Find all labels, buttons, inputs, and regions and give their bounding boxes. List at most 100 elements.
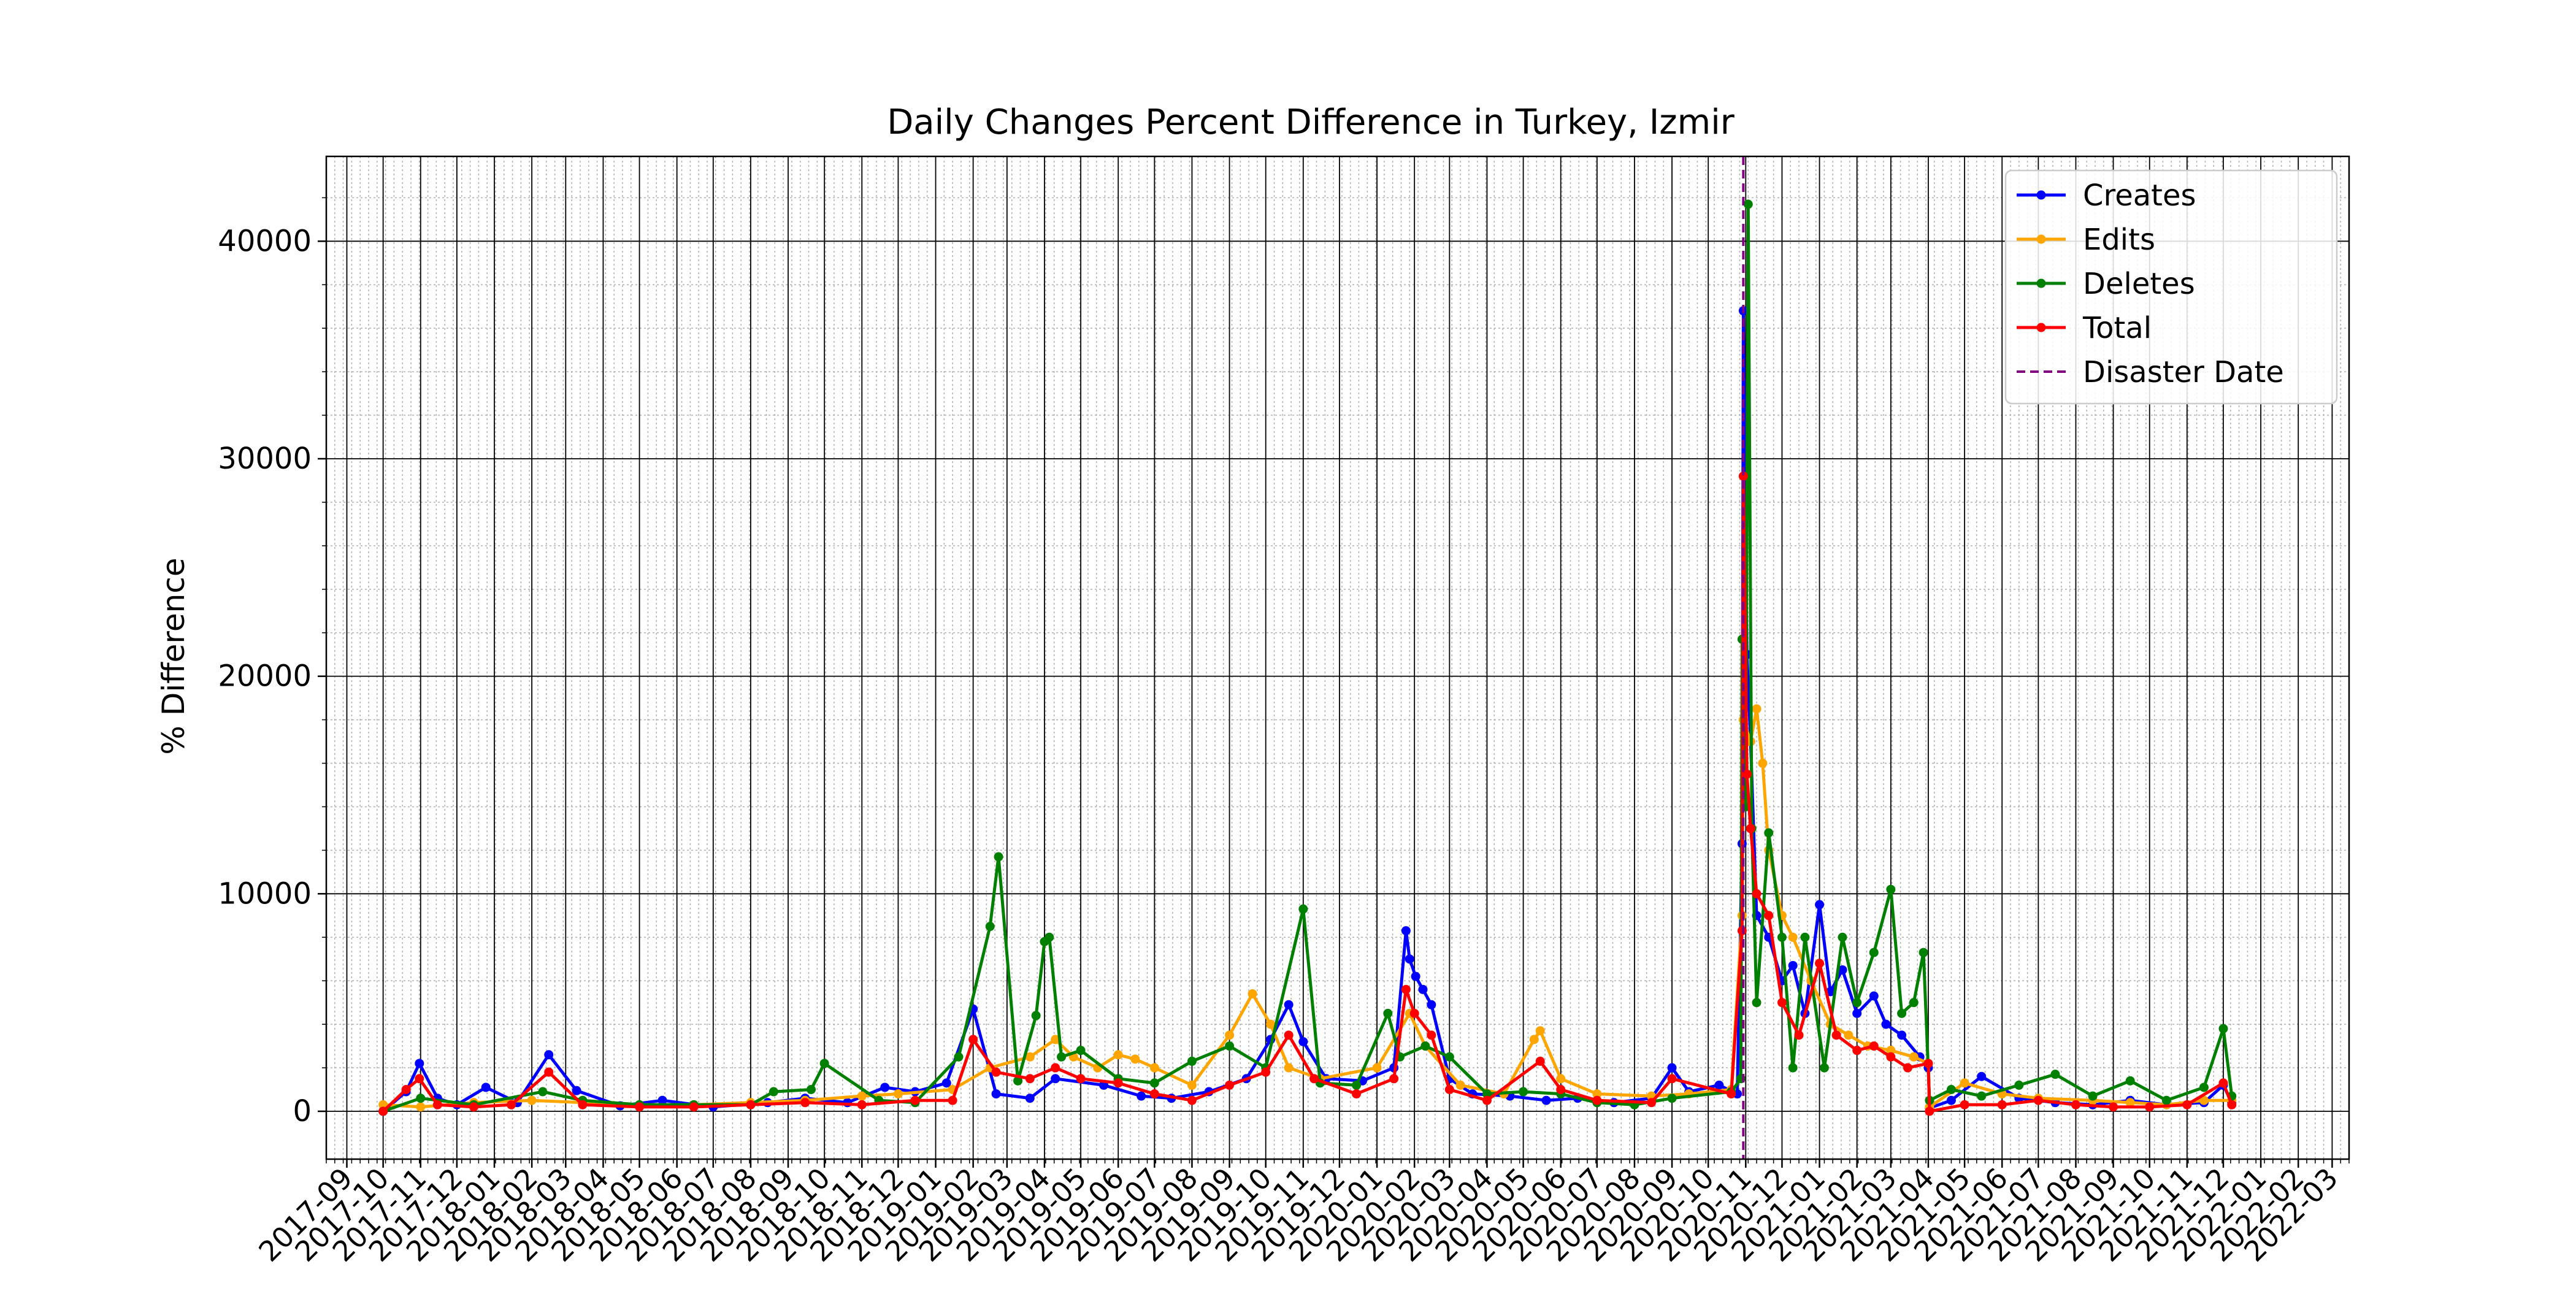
data-point-edits <box>1529 1035 1539 1044</box>
data-point-creates <box>1411 971 1420 981</box>
axes-layer: 0100002000030000400002017-092017-102017-… <box>218 155 2350 1268</box>
data-point-total <box>2218 1078 2228 1088</box>
legend-label: Disaster Date <box>2083 355 2284 389</box>
y-tick-label: 20000 <box>218 659 312 694</box>
data-point-edits <box>2125 1098 2135 1108</box>
data-point-creates <box>880 1082 890 1092</box>
data-point-creates <box>1284 1000 1294 1009</box>
data-point-total <box>689 1102 699 1112</box>
data-point-total <box>432 1100 442 1109</box>
data-point-edits <box>1788 932 1798 942</box>
plot-frame <box>325 155 2350 1160</box>
data-point-deletes <box>2014 1080 2024 1090</box>
data-point-total <box>1647 1098 1657 1108</box>
legend: Creates Edits Deletes Total Disaster Date <box>2004 169 2338 405</box>
data-point-deletes <box>1187 1056 1197 1066</box>
data-point-creates <box>1714 1080 1724 1090</box>
data-point-total <box>1149 1089 1159 1099</box>
legend-label: Edits <box>2083 223 2155 257</box>
chart-title: Daily Changes Percent Difference in Turk… <box>887 102 1735 142</box>
data-point-deletes <box>1788 1063 1798 1073</box>
legend-marker <box>2036 190 2046 200</box>
data-point-creates <box>1418 984 1428 994</box>
data-point-total <box>1777 998 1787 1008</box>
data-point-total <box>1886 1052 1896 1062</box>
data-point-creates <box>657 1095 667 1105</box>
data-point-edits <box>1886 1046 1896 1055</box>
data-point-total <box>1113 1078 1123 1088</box>
data-point-edits <box>1149 1063 1159 1073</box>
y-tick-label: 40000 <box>218 224 312 258</box>
data-point-total <box>948 1095 957 1105</box>
data-point-edits <box>1130 1054 1140 1064</box>
data-point-total <box>1535 1056 1545 1066</box>
data-point-total <box>1794 1030 1804 1040</box>
data-point-total <box>1831 1030 1841 1040</box>
legend-marker <box>2036 278 2046 288</box>
data-point-deletes <box>1519 1087 1528 1097</box>
data-point-deletes <box>819 1059 829 1068</box>
data-point-total <box>1815 959 1825 968</box>
legend-label: Creates <box>2083 178 2196 213</box>
data-point-deletes <box>538 1087 548 1097</box>
data-point-total <box>1261 1067 1271 1077</box>
data-point-edits <box>1187 1080 1197 1090</box>
data-point-total <box>1742 769 1752 779</box>
data-point-deletes <box>1352 1080 1362 1090</box>
data-point-deletes <box>1667 1094 1677 1103</box>
data-point-creates <box>1838 965 1847 975</box>
data-point-edits <box>857 1091 867 1101</box>
data-point-total <box>2182 1100 2192 1109</box>
data-point-deletes <box>1752 998 1761 1008</box>
data-point-total <box>415 1074 424 1084</box>
data-point-edits <box>1758 759 1768 768</box>
data-point-edits <box>1266 1019 1276 1029</box>
data-point-edits <box>1051 1035 1060 1044</box>
data-point-creates <box>991 1089 1001 1099</box>
data-point-total <box>1923 1059 1933 1068</box>
data-point-deletes <box>769 1087 778 1097</box>
data-point-total <box>1401 984 1411 994</box>
data-point-deletes <box>1764 828 1774 838</box>
data-point-deletes <box>1852 998 1862 1008</box>
data-point-edits <box>2199 1095 2209 1105</box>
data-point-total <box>2071 1100 2080 1109</box>
data-point-total <box>1925 1106 1934 1116</box>
data-point-deletes <box>1045 932 1054 942</box>
data-point-creates <box>481 1082 491 1092</box>
data-point-total <box>1482 1095 1492 1105</box>
y-tick-label: 0 <box>293 1094 312 1128</box>
y-tick-label: 10000 <box>218 876 312 911</box>
data-point-edits <box>1535 1026 1545 1036</box>
data-point-deletes <box>1819 1063 1829 1073</box>
data-point-creates <box>1427 1000 1436 1009</box>
data-point-deletes <box>1149 1078 1159 1088</box>
legend-marker <box>2036 323 2046 332</box>
data-point-total <box>1225 1080 1235 1090</box>
data-point-edits <box>416 1102 426 1112</box>
data-point-total <box>2033 1095 2043 1105</box>
data-point-total <box>507 1100 516 1109</box>
data-point-creates <box>1946 1095 1956 1105</box>
data-point-total <box>378 1106 388 1116</box>
series-layer <box>378 156 2237 1159</box>
data-point-deletes <box>806 1085 816 1095</box>
data-point-deletes <box>2161 1095 2171 1105</box>
data-point-edits <box>1556 1074 1566 1084</box>
data-point-creates <box>1405 954 1414 964</box>
data-point-edits <box>1752 704 1761 714</box>
legend-label: Deletes <box>2083 267 2195 301</box>
data-point-deletes <box>994 852 1003 862</box>
data-point-creates <box>1815 900 1825 910</box>
data-point-creates <box>1869 991 1879 1001</box>
data-point-total <box>1667 1074 1677 1084</box>
data-point-deletes <box>1383 1008 1393 1018</box>
data-point-edits <box>1592 1089 1602 1099</box>
data-point-total <box>800 1098 810 1108</box>
data-point-edits <box>1455 1080 1465 1090</box>
data-point-deletes <box>1909 998 1919 1008</box>
data-point-total <box>1409 1008 1419 1018</box>
data-point-total <box>1592 1095 1602 1105</box>
data-point-total <box>1025 1074 1035 1084</box>
